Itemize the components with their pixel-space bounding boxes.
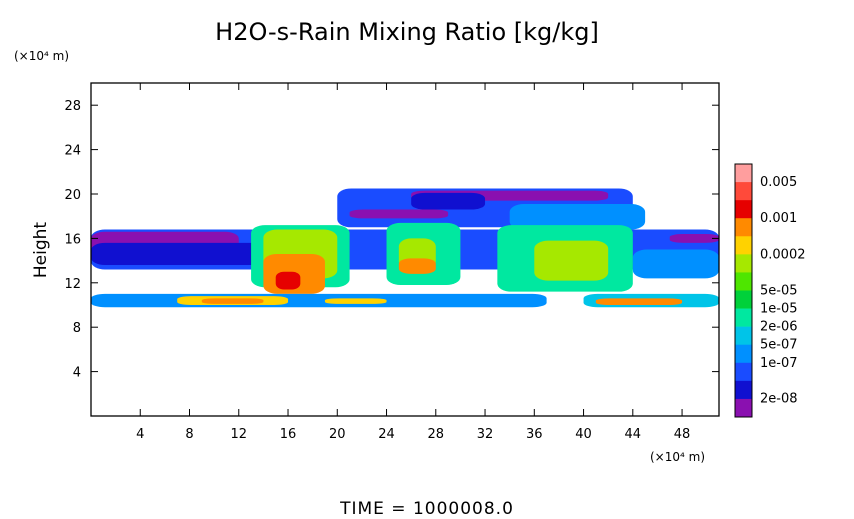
x-tick-label: 8 — [185, 427, 193, 442]
field-region-8 — [509, 203, 646, 230]
colorbar-label: 2e-08 — [760, 392, 798, 407]
colorbar-swatch — [735, 290, 752, 309]
field-region-19 — [91, 293, 547, 308]
colorbar-label: 1e-07 — [760, 356, 798, 371]
field-region-9 — [632, 249, 719, 279]
y-tick-label: 16 — [64, 232, 81, 247]
y-axis: 4 8 12 16 20 24 28 — [64, 99, 719, 381]
x-tick-label: 12 — [230, 427, 247, 442]
colorbar-swatch — [735, 236, 752, 255]
colorbar-label: 2e-06 — [760, 320, 798, 335]
field-region-22 — [201, 298, 264, 304]
colorbar-swatch — [735, 182, 752, 201]
field-region-17 — [398, 258, 436, 274]
x-tick-label: 36 — [526, 427, 543, 442]
x-tick-label: 28 — [428, 427, 445, 442]
colorbar-label: 5e-05 — [760, 284, 798, 299]
x-axis: 4 8 12 16 20 24 28 32 36 40 44 48 — [136, 83, 690, 442]
colorbar-swatch — [735, 398, 752, 418]
colorbar-swatch — [735, 308, 752, 327]
field-region-3 — [349, 209, 449, 219]
time-label: TIME = 1000008.0 — [339, 499, 514, 519]
colorbar-swatch — [735, 380, 752, 400]
colorbar-labels: 0.005 0.001 0.0002 5e-05 1e-05 2e-06 5e-07 1e-0… — [760, 175, 806, 406]
field-region-5 — [669, 233, 719, 243]
colorbar-swatch — [735, 254, 752, 273]
colorbar-label: 0.001 — [760, 211, 797, 226]
x-axis-unit: (×10⁴ m) — [650, 450, 705, 464]
y-tick-label: 4 — [73, 366, 81, 381]
field-region-15 — [534, 240, 609, 281]
colorbar-swatch — [735, 344, 752, 364]
colorbar-swatch — [735, 164, 752, 183]
heatmap-field — [91, 188, 719, 308]
y-tick-label: 12 — [64, 277, 81, 292]
field-region-7 — [91, 242, 276, 266]
x-tick-label: 4 — [136, 427, 144, 442]
y-axis-label: Height — [31, 222, 51, 279]
x-tick-label: 24 — [378, 427, 395, 442]
colorbar-swatch — [735, 362, 752, 382]
x-tick-label: 32 — [477, 427, 494, 442]
colorbar-label: 0.005 — [760, 175, 797, 190]
x-tick-label: 44 — [625, 427, 642, 442]
colorbar-swatch — [735, 326, 752, 346]
colorbar-label: 5e-07 — [760, 338, 798, 353]
field-region-24 — [595, 298, 683, 305]
y-tick-label: 24 — [64, 144, 81, 159]
x-tick-label: 48 — [674, 427, 691, 442]
field-region-23 — [324, 298, 387, 304]
x-tick-label: 16 — [280, 427, 297, 442]
colorbar-label: 1e-05 — [760, 302, 798, 317]
colorbar — [734, 163, 753, 418]
y-axis-unit: (×10⁴ m) — [14, 49, 69, 63]
colorbar-swatch — [735, 218, 752, 237]
colorbar-label: 0.0002 — [760, 247, 806, 262]
colorbar-swatch — [735, 200, 752, 219]
x-tick-label: 20 — [329, 427, 346, 442]
chart-title: H2O-s-Rain Mixing Ratio [kg/kg] — [215, 18, 599, 46]
x-tick-label: 40 — [575, 427, 592, 442]
field-region-6 — [411, 192, 486, 210]
field-region-18 — [275, 271, 301, 290]
colorbar-frame — [734, 163, 753, 418]
colorbar-swatch — [735, 272, 752, 291]
plot-frame — [90, 82, 720, 417]
y-tick-label: 8 — [73, 321, 81, 336]
y-tick-label: 28 — [64, 99, 81, 114]
y-tick-label: 20 — [64, 188, 81, 203]
